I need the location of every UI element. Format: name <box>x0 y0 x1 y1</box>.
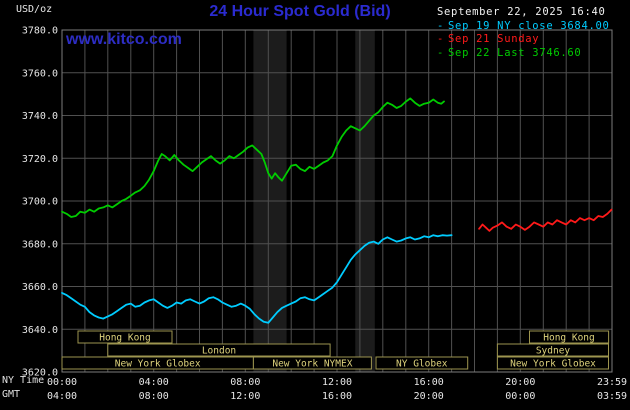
session-label: New York Globex <box>510 359 596 370</box>
session-box: NY Globex <box>375 356 469 370</box>
session-box: Sydney <box>496 343 609 357</box>
legend-dash-icon: - <box>437 33 445 45</box>
svg-text:3700.0: 3700.0 <box>22 197 58 208</box>
legend-item-sep22: - Sep 22 Last 3746.60 <box>437 47 610 61</box>
svg-text:3760.0: 3760.0 <box>22 68 58 79</box>
x-axis-labels-ny: 00:00 04:00 08:00 12:00 16:00 20:00 23:59 <box>47 377 627 388</box>
svg-text:12:00: 12:00 <box>322 377 352 388</box>
units-label: USD/oz <box>16 4 53 15</box>
datetime: September 22, 2025 16:40 <box>437 6 606 18</box>
svg-text:20:00: 20:00 <box>505 377 535 388</box>
market-sessions: Hong Kong Hong Kong London Sydney New York G… <box>61 330 610 370</box>
session-label: NY Globex <box>396 359 448 370</box>
legend-label: Sep 21 Sunday <box>448 33 540 45</box>
svg-text:16:00: 16:00 <box>322 391 352 402</box>
svg-text:3660.0: 3660.0 <box>22 282 58 293</box>
svg-text:3740.0: 3740.0 <box>22 111 58 122</box>
gmt-axis-label: GMT <box>2 389 21 400</box>
series-sep21 <box>478 208 613 232</box>
session-label: Hong Kong <box>543 333 594 344</box>
session-label: Sydney <box>536 346 571 357</box>
svg-text:04:00: 04:00 <box>47 391 77 402</box>
session-box: New York Globex <box>496 356 609 370</box>
session-box: Hong Kong <box>77 330 173 344</box>
series-sep19 <box>61 234 453 324</box>
session-label: New York Globex <box>115 359 201 370</box>
svg-text:03:59: 03:59 <box>597 391 627 402</box>
svg-text:04:00: 04:00 <box>139 377 169 388</box>
x-axis-labels-gmt: 04:00 08:00 12:00 16:00 20:00 00:00 03:59 <box>47 391 627 402</box>
svg-text:3620.0: 3620.0 <box>22 368 58 379</box>
session-box: London <box>107 343 331 357</box>
svg-text:3720.0: 3720.0 <box>22 154 58 165</box>
legend-label: Sep 22 Last 3746.60 <box>448 46 582 59</box>
legend-dash-icon: - <box>437 46 445 59</box>
session-box: Hong Kong <box>529 330 610 344</box>
session-label: Hong Kong <box>99 333 150 344</box>
session-label: London <box>202 346 236 357</box>
kitco-link[interactable]: www.kitco.com <box>66 31 182 48</box>
svg-text:08:00: 08:00 <box>230 377 260 388</box>
series-sep22 <box>61 97 445 218</box>
chart-info-panel: September 22, 2025 16:40 - Sep 19 NY clos… <box>437 6 610 60</box>
svg-text:3680.0: 3680.0 <box>22 239 58 250</box>
svg-text:3640.0: 3640.0 <box>22 325 58 336</box>
page-title: 24 Hour Spot Gold (Bid) <box>209 3 391 20</box>
svg-text:20:00: 20:00 <box>414 391 444 402</box>
svg-text:3780.0: 3780.0 <box>22 26 58 37</box>
grid <box>62 30 612 372</box>
session-box: New York NYMEX <box>252 356 372 370</box>
legend-item-sep19: - Sep 19 NY close 3684.00 <box>437 20 610 34</box>
svg-text:08:00: 08:00 <box>139 391 169 402</box>
legend-item-sep21: - Sep 21 Sunday <box>437 33 610 47</box>
legend-dash-icon: - <box>437 19 445 32</box>
legend-label: Sep 19 NY close 3684.00 <box>448 19 610 32</box>
svg-text:12:00: 12:00 <box>230 391 260 402</box>
y-axis-labels: 3780.0 3760.0 3740.0 3720.0 3700.0 3680.0 3660… <box>22 26 58 379</box>
svg-text:00:00: 00:00 <box>47 377 77 388</box>
ny-time-axis-label: NY Time <box>2 375 45 386</box>
session-box: New York Globex <box>61 356 254 370</box>
svg-text:23:59: 23:59 <box>597 377 627 388</box>
svg-text:16:00: 16:00 <box>414 377 444 388</box>
svg-text:00:00: 00:00 <box>505 391 535 402</box>
session-label: New York NYMEX <box>272 359 352 370</box>
plot-border <box>61 29 613 373</box>
